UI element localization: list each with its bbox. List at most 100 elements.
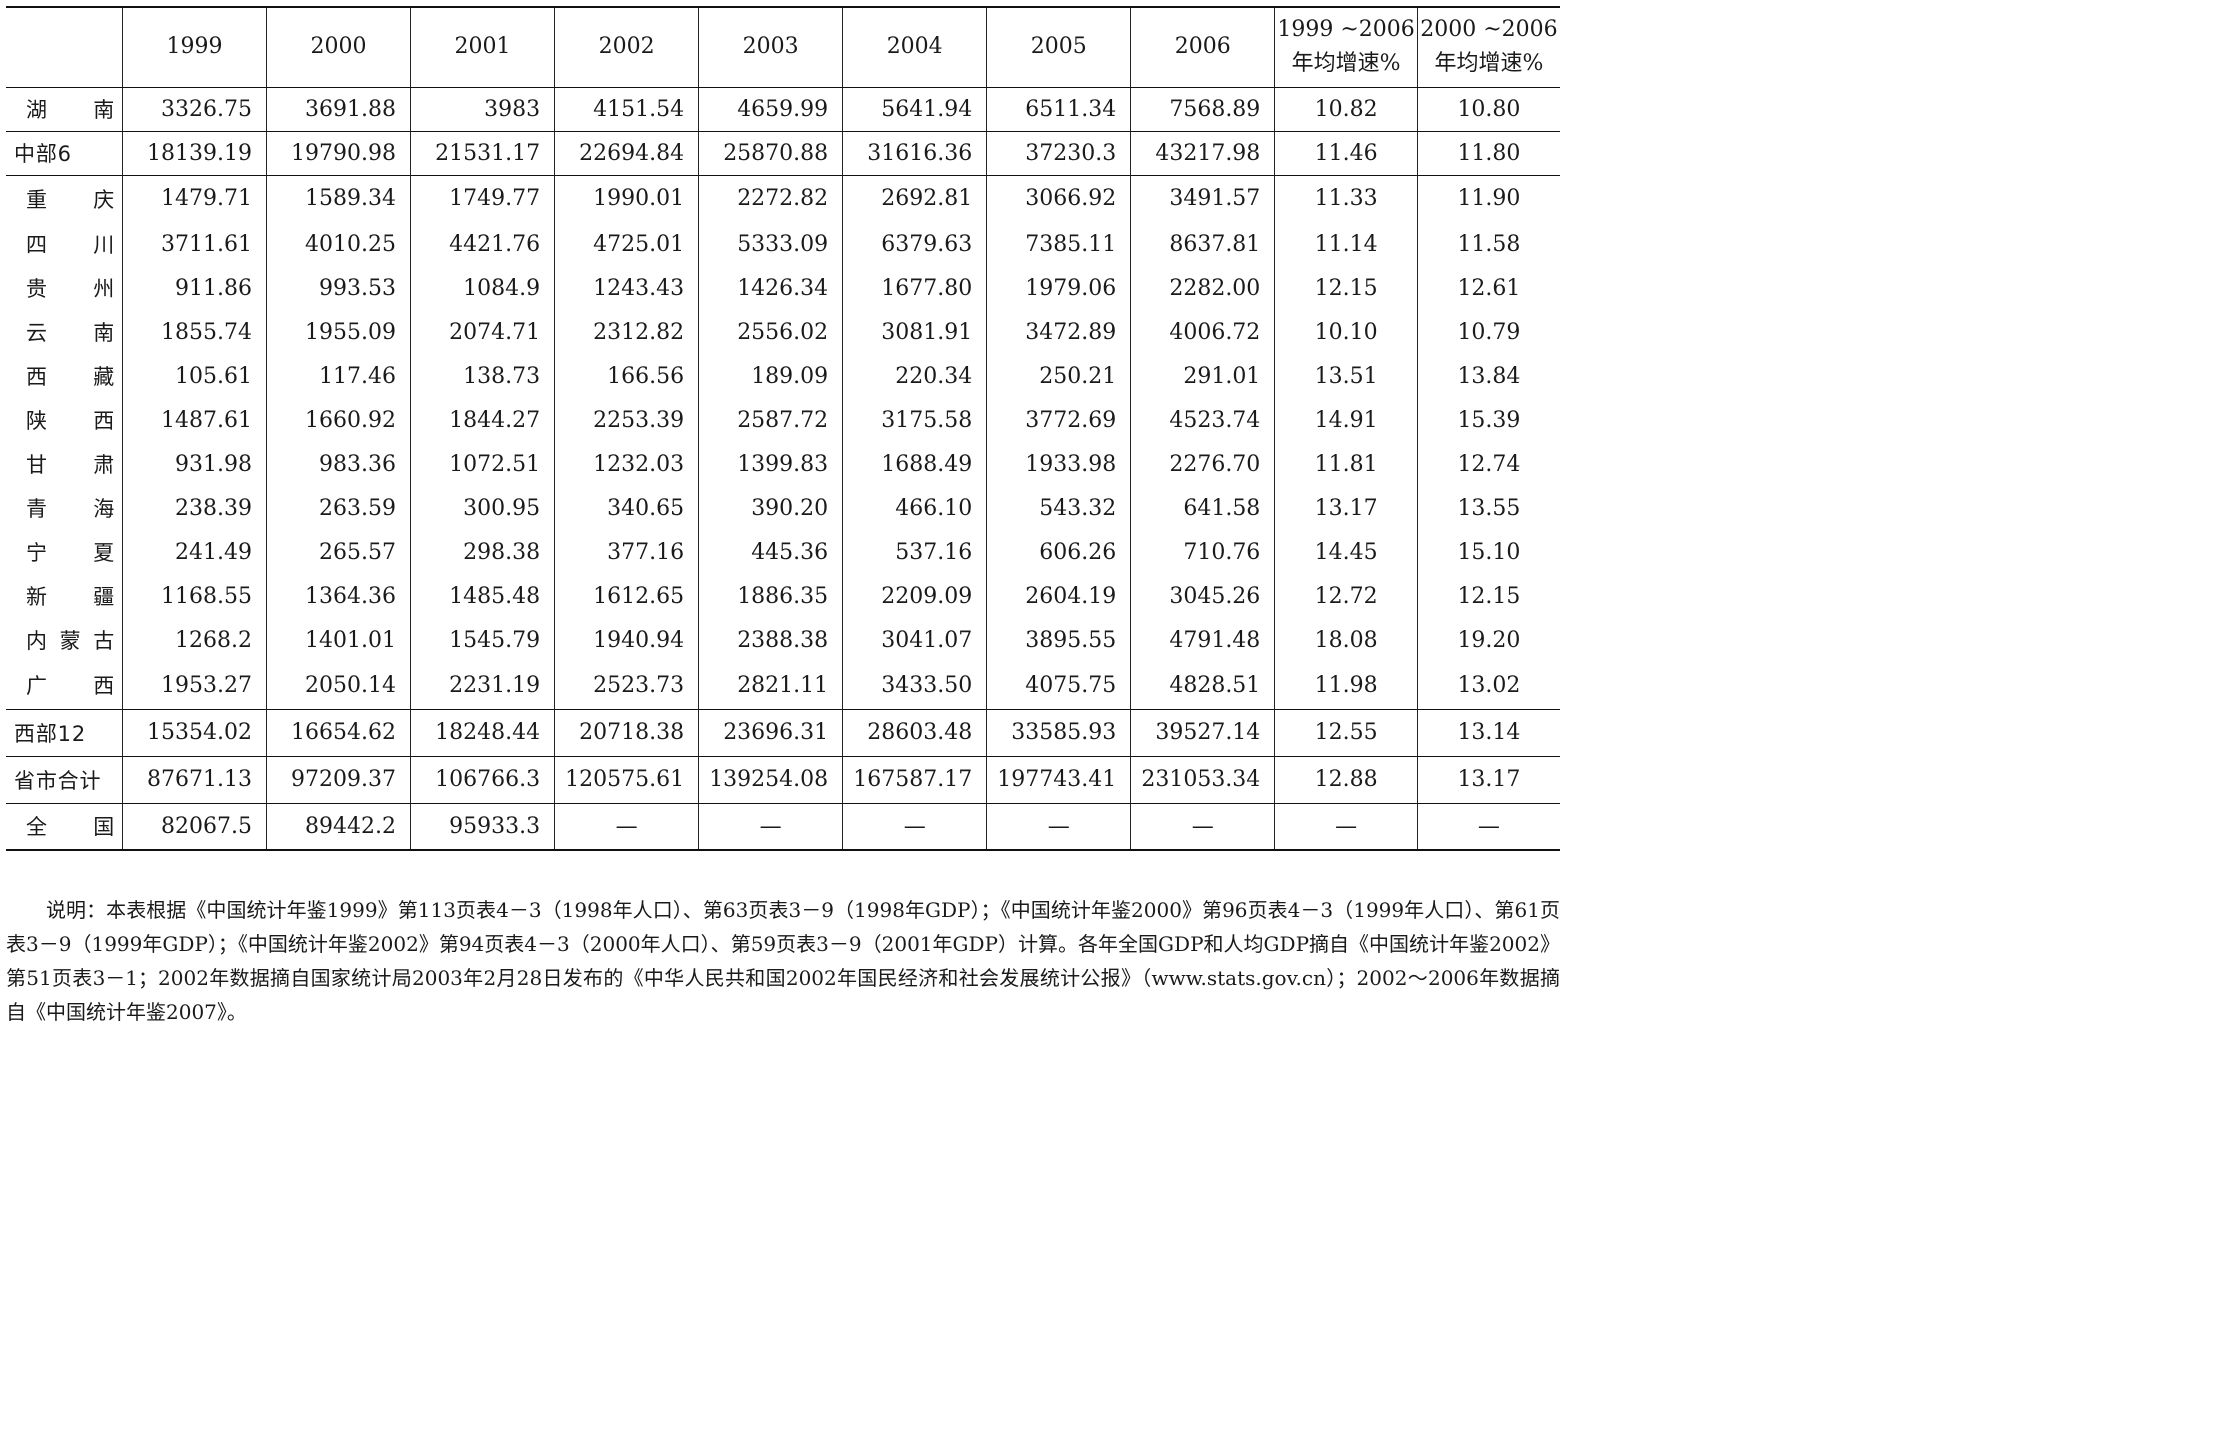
value-cell: 6379.63 xyxy=(842,222,987,266)
value-cell: 138.73 xyxy=(410,354,555,398)
value-cell: 298.38 xyxy=(410,530,555,574)
year-header: 2001 xyxy=(410,7,555,88)
value-cell: 166.56 xyxy=(554,354,699,398)
growth-header-1999-2006: 1999 ~2006 年均增速% xyxy=(1274,7,1418,88)
value-cell: 1940.94 xyxy=(554,618,699,662)
value-cell: 3491.57 xyxy=(1130,174,1275,222)
year-header: 2002 xyxy=(554,7,699,88)
value-cell: 31616.36 xyxy=(842,130,987,175)
value-cell: 4523.74 xyxy=(1130,398,1275,442)
value-cell: 8637.81 xyxy=(1130,222,1275,266)
value-cell: — xyxy=(986,802,1131,850)
table-footnote: 说明：本表根据《中国统计年鉴1999》第113页表4－3（1998年人口）、第6… xyxy=(6,898,1560,1024)
growth-rate-cell: 12.15 xyxy=(1274,266,1418,310)
value-cell: 97209.37 xyxy=(265,755,411,803)
growth-rate-cell: 15.10 xyxy=(1416,530,1560,574)
row-label: 湖 南 xyxy=(26,98,123,122)
value-cell: 4659.99 xyxy=(698,87,843,131)
value-cell: 2282.00 xyxy=(1130,266,1275,310)
growth-rate-cell: 11.98 xyxy=(1274,662,1418,709)
value-cell: 105.61 xyxy=(121,354,267,398)
value-cell: 95933.3 xyxy=(410,802,555,850)
value-cell: 3433.50 xyxy=(842,662,987,709)
corner-cell xyxy=(6,7,123,88)
value-cell: — xyxy=(1130,802,1275,850)
value-cell: 22694.84 xyxy=(554,130,699,175)
value-cell: 106766.3 xyxy=(410,755,555,803)
value-cell: 1426.34 xyxy=(698,266,843,310)
growth-rate-cell: 11.33 xyxy=(1274,174,1418,222)
table-row: 西部12 15354.02 16654.62 18248.44 20718.38 2369… xyxy=(6,708,1560,756)
value-cell: 2604.19 xyxy=(986,574,1131,618)
year-header: 2000 xyxy=(265,7,411,88)
value-cell: 37230.3 xyxy=(986,130,1131,175)
value-cell: 4725.01 xyxy=(554,222,699,266)
value-cell: 1084.9 xyxy=(410,266,555,310)
value-cell: 2556.02 xyxy=(698,310,843,354)
value-cell: 43217.98 xyxy=(1130,130,1275,175)
growth-rate-cell: 13.51 xyxy=(1274,354,1418,398)
growth-rate-cell: 11.46 xyxy=(1274,130,1418,175)
table-row: 广 西 1953.27 2050.14 2231.19 2523.73 2821.11 34… xyxy=(6,662,1560,709)
value-cell: 300.95 xyxy=(410,486,555,530)
table-row: 重 庆 1479.71 1589.34 1749.77 1990.01 2272.82 26… xyxy=(6,174,1560,222)
value-cell: 89442.2 xyxy=(265,802,411,850)
value-cell: 2388.38 xyxy=(698,618,843,662)
value-cell: 87671.13 xyxy=(121,755,267,803)
growth-rate-cell: 10.80 xyxy=(1416,87,1560,131)
value-cell: 28603.48 xyxy=(842,708,987,756)
growth-rate-cell: 13.55 xyxy=(1416,486,1560,530)
growth-rate-cell: 12.55 xyxy=(1274,708,1418,756)
value-cell: 1399.83 xyxy=(698,442,843,486)
value-cell: 2821.11 xyxy=(698,662,843,709)
value-cell: 5641.94 xyxy=(842,87,987,131)
growth-rate-cell: 15.39 xyxy=(1416,398,1560,442)
growth-rate-cell: 14.45 xyxy=(1274,530,1418,574)
value-cell: 291.01 xyxy=(1130,354,1275,398)
value-cell: 3895.55 xyxy=(986,618,1131,662)
year-header: 1999 xyxy=(121,7,267,88)
year-header: 2004 xyxy=(842,7,987,88)
value-cell: 2050.14 xyxy=(265,662,411,709)
value-cell: 2209.09 xyxy=(842,574,987,618)
value-cell: 641.58 xyxy=(1130,486,1275,530)
row-label: 西部12 xyxy=(6,708,123,756)
value-cell: 2587.72 xyxy=(698,398,843,442)
value-cell: 1268.2 xyxy=(121,618,267,662)
table-row: 甘 肃 931.98 983.36 1072.51 1232.03 1399.83 1688… xyxy=(6,442,1560,486)
value-cell: 19790.98 xyxy=(265,130,411,175)
year-header: 2005 xyxy=(986,7,1131,88)
value-cell: 4010.25 xyxy=(265,222,411,266)
growth-rate-cell: 12.72 xyxy=(1274,574,1418,618)
table-row: 青 海 238.39 263.59 300.95 340.65 390.20 466.10 5… xyxy=(6,486,1560,530)
growth-header-range: 2000 ~2006 xyxy=(1420,17,1558,43)
value-cell: 167587.17 xyxy=(842,755,987,803)
growth-rate-cell: 12.88 xyxy=(1274,755,1418,803)
value-cell: 220.34 xyxy=(842,354,987,398)
value-cell: 2253.39 xyxy=(554,398,699,442)
growth-rate-cell: 12.74 xyxy=(1416,442,1560,486)
value-cell: 3983 xyxy=(410,87,555,131)
value-cell: 993.53 xyxy=(265,266,411,310)
value-cell: 1844.27 xyxy=(410,398,555,442)
value-cell: 1612.65 xyxy=(554,574,699,618)
value-cell: 3691.88 xyxy=(265,87,411,131)
value-cell: 1955.09 xyxy=(265,310,411,354)
growth-rate-cell: 13.02 xyxy=(1416,662,1560,709)
value-cell: — xyxy=(698,802,843,850)
growth-header-unit: 年均增速% xyxy=(1291,51,1401,77)
growth-rate-cell: 11.90 xyxy=(1416,174,1560,222)
growth-rate-cell: 11.80 xyxy=(1416,130,1560,175)
value-cell: 377.16 xyxy=(554,530,699,574)
value-cell: 33585.93 xyxy=(986,708,1131,756)
value-cell: 4421.76 xyxy=(410,222,555,266)
value-cell: 197743.41 xyxy=(986,755,1131,803)
value-cell: 390.20 xyxy=(698,486,843,530)
value-cell: 445.36 xyxy=(698,530,843,574)
value-cell: — xyxy=(554,802,699,850)
growth-rate-cell: 13.17 xyxy=(1416,755,1560,803)
value-cell: 2272.82 xyxy=(698,174,843,222)
value-cell: 4828.51 xyxy=(1130,662,1275,709)
value-cell: 3472.89 xyxy=(986,310,1131,354)
value-cell: 1243.43 xyxy=(554,266,699,310)
